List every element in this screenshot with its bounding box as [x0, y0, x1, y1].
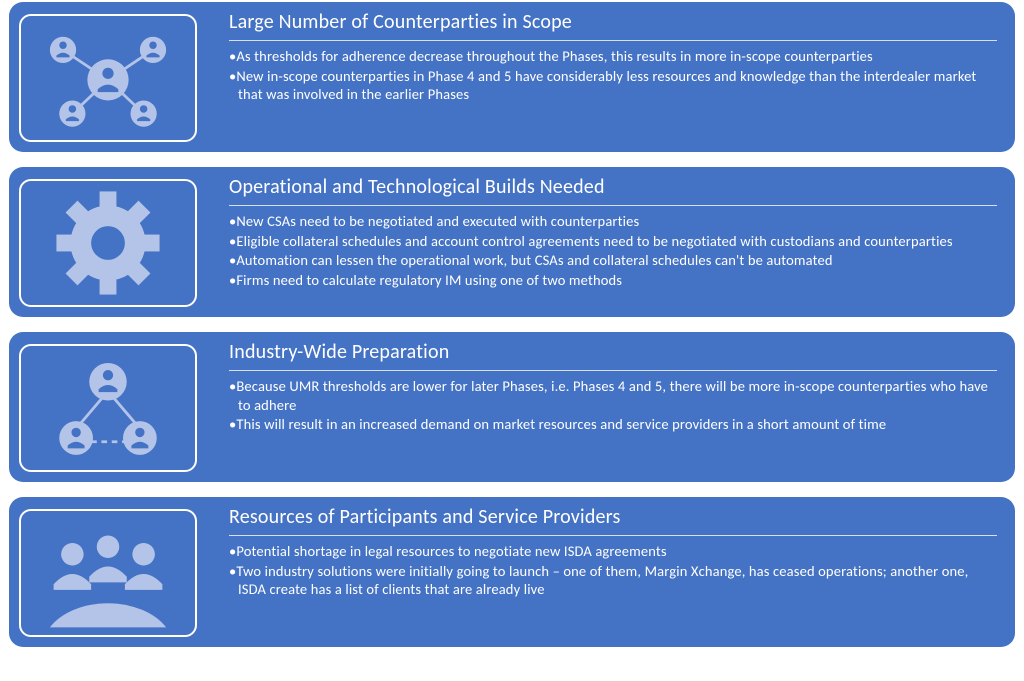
- divider: [229, 40, 997, 41]
- meeting-icon: [33, 515, 183, 631]
- bullet-item: Two industry solutions were initially go…: [229, 562, 997, 599]
- bullet-item: New CSAs need to be negotiated and execu…: [229, 212, 997, 231]
- info-card: Operational and Technological Builds Nee…: [9, 167, 1015, 317]
- bullet-item: Potential shortage in legal resources to…: [229, 542, 997, 561]
- org-tree-icon: [33, 350, 183, 466]
- card-title: Resources of Participants and Service Pr…: [229, 505, 997, 529]
- bullet-item: Because UMR thresholds are lower for lat…: [229, 377, 997, 414]
- bullet-item: Automation can lessen the operational wo…: [229, 251, 997, 270]
- icon-frame: [19, 14, 197, 142]
- bullet-list: New CSAs need to be negotiated and execu…: [229, 212, 997, 289]
- gear-icon: [33, 185, 183, 301]
- icon-frame: [19, 344, 197, 472]
- divider: [229, 370, 997, 371]
- card-content: Resources of Participants and Service Pr…: [229, 505, 1005, 637]
- bullet-list: Potential shortage in legal resources to…: [229, 542, 997, 599]
- bullet-item: As thresholds for adherence decrease thr…: [229, 47, 997, 66]
- divider: [229, 535, 997, 536]
- card-title: Industry-Wide Preparation: [229, 340, 997, 364]
- card-content: Industry-Wide Preparation Because UMR th…: [229, 340, 1005, 472]
- bullet-item: Eligible collateral schedules and accoun…: [229, 232, 997, 251]
- icon-frame: [19, 179, 197, 307]
- card-title: Operational and Technological Builds Nee…: [229, 175, 997, 199]
- icon-frame: [19, 509, 197, 637]
- info-card: Resources of Participants and Service Pr…: [9, 497, 1015, 647]
- network-icon: [33, 20, 183, 136]
- bullet-list: As thresholds for adherence decrease thr…: [229, 47, 997, 104]
- bullet-list: Because UMR thresholds are lower for lat…: [229, 377, 997, 434]
- bullet-item: Firms need to calculate regulatory IM us…: [229, 271, 997, 290]
- card-title: Large Number of Counterparties in Scope: [229, 10, 997, 34]
- bullet-item: This will result in an increased demand …: [229, 415, 997, 434]
- info-card: Large Number of Counterparties in Scope …: [9, 2, 1015, 152]
- info-card: Industry-Wide Preparation Because UMR th…: [9, 332, 1015, 482]
- card-content: Large Number of Counterparties in Scope …: [229, 10, 1005, 142]
- divider: [229, 205, 997, 206]
- bullet-item: New in-scope counterparties in Phase 4 a…: [229, 67, 997, 104]
- card-content: Operational and Technological Builds Nee…: [229, 175, 1005, 307]
